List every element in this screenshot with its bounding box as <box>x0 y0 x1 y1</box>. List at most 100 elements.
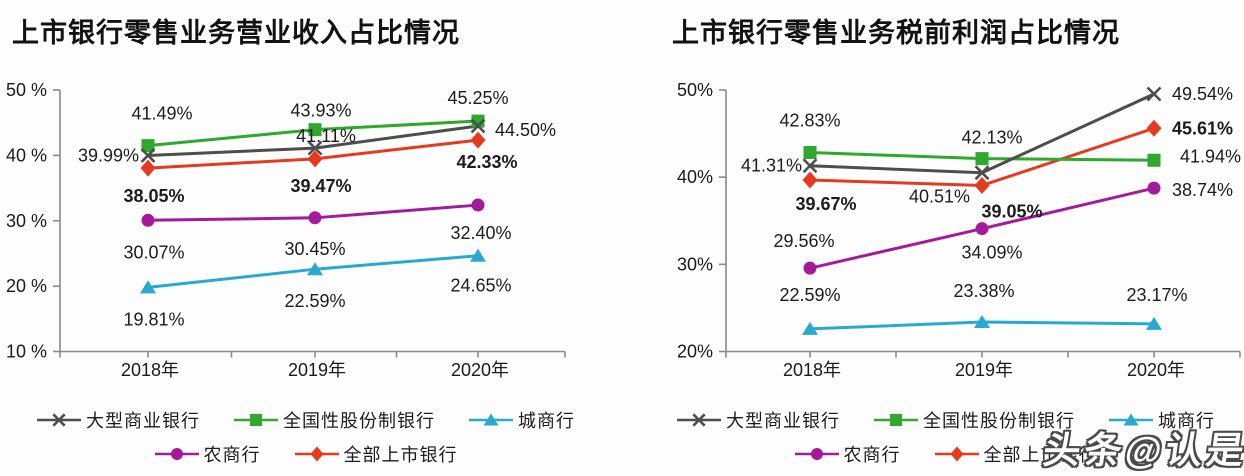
series-markers-4 <box>140 131 486 177</box>
square-marker-icon <box>308 123 322 137</box>
legend-item-series-2: 城商行 <box>469 407 575 433</box>
data-label: 24.65% <box>450 276 511 296</box>
x-marker-icon <box>692 412 706 427</box>
diamond-legend-key-icon <box>934 446 979 461</box>
series-labels-2: 19.81% 22.59% 24.65% <box>123 276 511 330</box>
series-labels-0: 41.31% 40.51% 49.54% <box>741 84 1233 207</box>
data-label: 45.25% <box>447 88 508 108</box>
y-tick-label: 50% <box>677 80 713 100</box>
y-tick-label: 20% <box>677 342 713 362</box>
y-tick-label: 40% <box>677 167 713 187</box>
circle-marker-icon <box>141 213 155 227</box>
data-label: 42.33% <box>456 152 517 172</box>
circle-marker-icon <box>1147 181 1161 195</box>
circle-marker-icon <box>170 447 183 460</box>
diamond-marker-icon <box>470 131 486 149</box>
diamond-marker-icon <box>307 150 323 168</box>
x-marker-icon <box>307 140 323 156</box>
series-labels-0: 39.99% 41.11% 44.50% <box>78 120 556 165</box>
triangle-legend-key-icon <box>469 413 513 425</box>
legend-item-series-0: 大型商业银行 <box>677 407 840 433</box>
y-tick-label: 20 % <box>6 276 47 296</box>
data-label: 30.07% <box>123 242 184 262</box>
data-label: 40.51% <box>909 187 970 207</box>
right-legend-row-2: 农商行 全部上市银行 <box>794 441 1098 467</box>
series-labels-4: 38.05% 39.47% 42.33% <box>123 152 517 206</box>
circle-marker-icon <box>471 198 485 212</box>
series-markers-0 <box>802 86 1162 181</box>
left-legend-row-2: 农商行 全部上市银行 <box>154 441 458 467</box>
legend-item-series-1: 全国性股份制银行 <box>874 407 1075 433</box>
x-marker-icon <box>140 148 156 163</box>
left-chart-title: 上市银行零售业务营业收入占比情况 <box>12 18 460 48</box>
y-tick-label: 30 % <box>6 211 47 231</box>
triangle-marker-icon <box>1146 316 1162 330</box>
data-label: 39.99% <box>78 145 139 165</box>
circle-marker-icon <box>810 447 823 460</box>
axes: 50 % 40 % 30 % 20 % 10 % 2018年 2019年 2020年 <box>6 80 566 380</box>
data-label: 38.05% <box>123 186 184 206</box>
legend-label: 大型商业银行 <box>726 410 840 431</box>
circle-marker-icon <box>803 261 817 275</box>
data-label: 22.59% <box>284 291 345 311</box>
triangle-marker-icon <box>140 280 156 294</box>
data-label: 23.38% <box>953 281 1014 301</box>
legend-item-series-3: 农商行 <box>794 441 901 467</box>
chart-1: 50% 40% 30% 20% 2018年 2019年 2020年 41.31% 40.51% 4… <box>677 80 1241 380</box>
series-labels-4: 39.67% 39.05% 45.61% <box>795 118 1233 221</box>
triangle-marker-icon <box>483 413 499 425</box>
square-marker-icon <box>803 145 817 159</box>
series-labels-1: 42.83% 42.13% 41.94% <box>779 110 1241 166</box>
data-label: 41.94% <box>1180 146 1241 166</box>
diamond-legend-key-icon <box>294 446 339 461</box>
triangle-legend-key-icon <box>1109 413 1153 425</box>
x-axis-label: 2019年 <box>955 360 1013 380</box>
square-legend-key-icon <box>234 413 278 426</box>
data-label: 39.67% <box>795 194 856 214</box>
x-marker-icon <box>52 412 66 427</box>
series-labels-2: 22.59% 23.38% 23.17% <box>779 281 1187 305</box>
circle-legend-key-icon <box>154 447 199 460</box>
series-markers-0 <box>140 118 486 163</box>
square-marker-icon <box>1147 153 1161 167</box>
x-axis-label: 2018年 <box>121 360 179 380</box>
data-label: 45.61% <box>1172 118 1233 138</box>
circle-legend-key-icon <box>794 447 839 460</box>
data-label: 41.49% <box>131 104 192 124</box>
legend-item-series-4: 全部上市银行 <box>294 441 458 467</box>
x-axis-label: 2020年 <box>1127 360 1185 380</box>
data-label: 43.93% <box>290 101 351 121</box>
data-label: 19.81% <box>123 309 184 329</box>
data-label: 30.45% <box>284 239 345 259</box>
legend-item-series-4: 全部上市银行 <box>934 441 1098 467</box>
data-label: 42.13% <box>961 128 1022 148</box>
y-tick-label: 10 % <box>6 342 47 362</box>
left-legend-row-1: 大型商业银行 全国性股份制银行 城商行 <box>37 407 575 432</box>
left-chart-legend: 大型商业银行 全国性股份制银行 城商行 农商行 全部上市银行 <box>4 407 608 466</box>
data-label: 42.83% <box>779 110 840 130</box>
series-labels-3: 29.56% 34.09% 38.74% <box>773 180 1233 263</box>
chart-0: 50 % 40 % 30 % 20 % 10 % 2018年 2019年 2020年 39.99… <box>6 80 566 380</box>
legend-label: 全国性股份制银行 <box>283 410 435 431</box>
legend-label: 农商行 <box>203 444 261 465</box>
x-axis-label: 2018年 <box>783 360 841 380</box>
y-tick-label: 30% <box>677 254 713 274</box>
watermark: 头条@认是 <box>1040 430 1244 471</box>
legend-label: 全部上市银行 <box>343 444 458 465</box>
data-label: 38.74% <box>1172 180 1233 200</box>
right-legend-row-1: 大型商业银行 全国性股份制银行 城商行 <box>677 407 1215 432</box>
series-markers-2 <box>802 315 1162 335</box>
x-marker-icon <box>470 118 486 134</box>
triangle-marker-icon <box>470 248 486 262</box>
data-label: 39.47% <box>290 176 351 196</box>
right-chart-title: 上市银行零售业务税前利润占比情况 <box>672 18 1120 48</box>
series-markers-3 <box>803 181 1161 275</box>
diamond-marker-icon <box>950 446 963 461</box>
triangle-marker-icon <box>802 321 818 335</box>
series-markers-4 <box>802 119 1162 194</box>
data-label: 41.31% <box>741 156 802 176</box>
data-label: 29.56% <box>773 231 834 251</box>
series-markers-1 <box>141 114 485 153</box>
data-label: 34.09% <box>961 243 1022 263</box>
